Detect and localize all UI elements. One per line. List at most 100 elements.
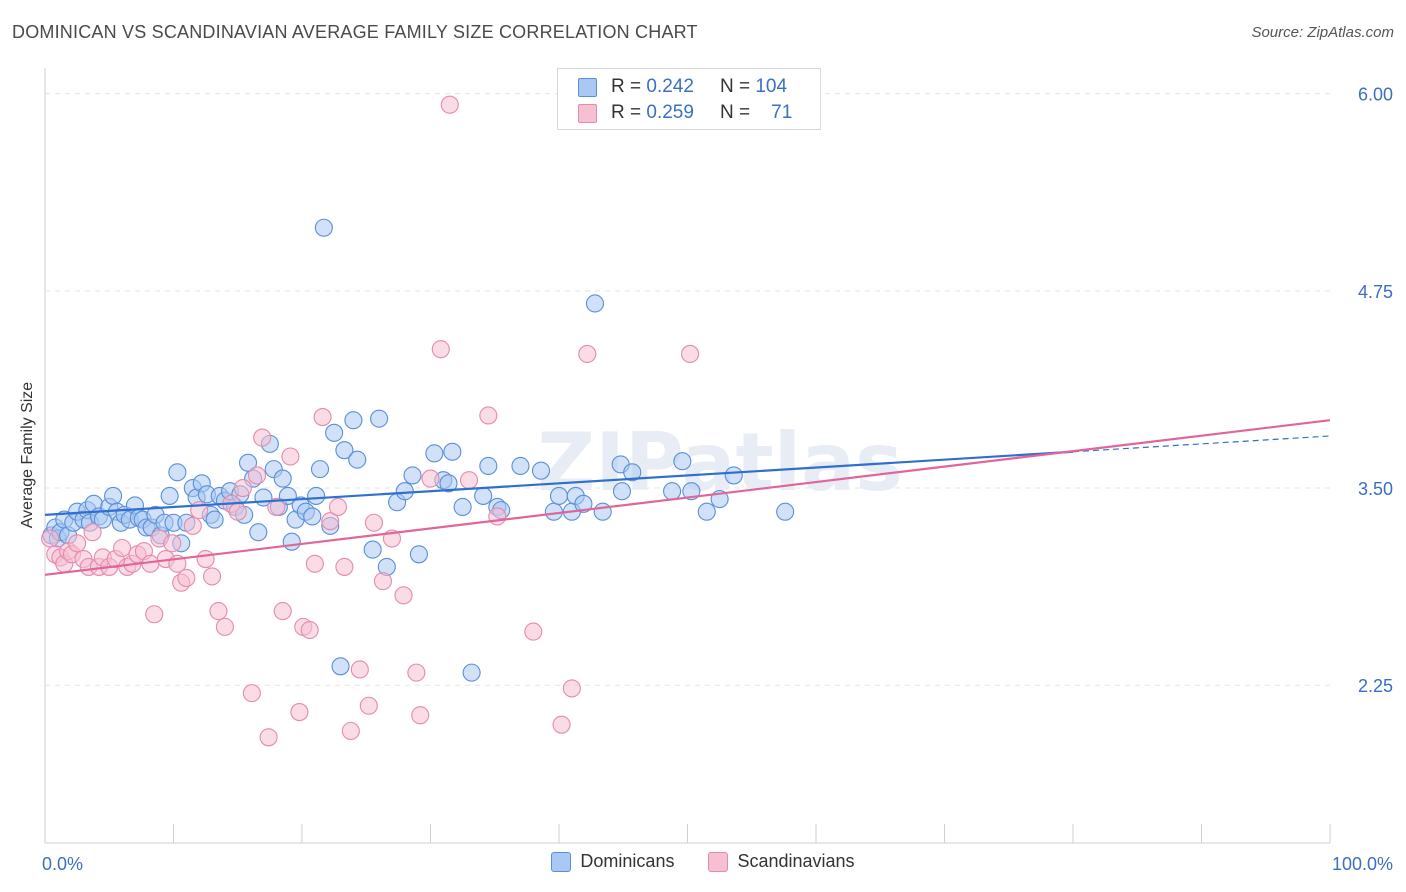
dominican-point <box>697 502 716 521</box>
scandinavian-point <box>290 703 309 722</box>
legend-item-dominicans[interactable]: Dominicans <box>551 851 674 872</box>
dominican-point <box>724 466 743 485</box>
scandinavian-point <box>228 502 247 521</box>
scandinavian-point <box>407 663 426 682</box>
scandinavian-point <box>247 466 267 485</box>
dominican-point <box>443 442 462 461</box>
scandinavian-point <box>459 471 479 490</box>
y-tick-label: 2.25 <box>1358 676 1393 696</box>
dominican-trend-line <box>44 450 1074 516</box>
dominican-point <box>623 463 642 482</box>
dominican-point <box>574 494 593 513</box>
dominican-point <box>453 497 472 517</box>
dominican-point <box>249 523 268 542</box>
chart-title: DOMINICAN VS SCANDINAVIAN AVERAGE FAMILY… <box>12 22 698 42</box>
dominican-point <box>331 657 350 676</box>
legend-swatch-scandinavians <box>708 851 729 872</box>
dominican-point <box>282 532 301 551</box>
x-tick-label: 0.0% <box>42 854 83 874</box>
legend-n-value: 71 <box>771 102 793 123</box>
y-tick-label: 6.00 <box>1358 85 1393 105</box>
y-tick-label: 3.50 <box>1358 479 1393 499</box>
scandinavian-point <box>562 679 581 698</box>
scandinavian-point <box>300 620 319 640</box>
scandinavian-point <box>281 447 300 466</box>
dominican-point <box>673 452 692 471</box>
scandinavian-trend-line <box>44 419 1331 576</box>
scandinavian-point <box>335 557 354 576</box>
correlation-legend: R = 0.242 N = 104 R = 0.259 N = 71 <box>557 68 821 130</box>
scandinavian-point <box>209 602 228 621</box>
dominican-point <box>168 463 187 482</box>
dominican-point <box>585 294 605 313</box>
scandinavian-point <box>273 602 292 621</box>
legend-swatch-blue <box>578 77 597 97</box>
scandinavian-point <box>259 728 278 747</box>
dominican-point <box>474 486 493 505</box>
dominican-point <box>310 460 330 479</box>
scandinavian-point <box>359 696 378 715</box>
dominican-point <box>348 450 367 469</box>
legend-row-scandinavians: R = 0.259 N = 71 <box>578 100 792 126</box>
legend-r-label: R = <box>611 102 642 123</box>
dominican-point <box>370 409 389 428</box>
dominican-point <box>462 663 481 682</box>
dominican-point <box>479 456 498 476</box>
scandinavian-point <box>421 469 440 488</box>
scandinavian-point <box>163 534 182 553</box>
scandinavian-point <box>233 479 252 498</box>
scandinavian-point <box>681 344 700 364</box>
legend-row-dominicans: R = 0.242 N = 104 <box>578 74 787 100</box>
dominican-point <box>344 411 363 430</box>
dominican-point <box>395 482 414 501</box>
scandinavian-point <box>41 529 60 548</box>
legend-label-dominicans: Dominicans <box>580 851 675 871</box>
scandinavian-point <box>394 586 413 605</box>
scandinavian-point <box>321 512 340 531</box>
legend-n-label: N = <box>719 76 751 97</box>
dominican-point <box>307 486 326 505</box>
scandinavian-point <box>267 497 286 517</box>
scandinavian-point <box>328 497 348 517</box>
scandinavian-point <box>305 554 324 573</box>
legend-n-label: N = <box>719 102 751 123</box>
dominican-point <box>160 486 179 505</box>
legend-swatch-dominicans <box>551 851 572 872</box>
dominican-point <box>325 423 344 442</box>
dominican-point <box>314 218 333 237</box>
scandinavian-point <box>373 572 393 591</box>
dominican-point <box>273 469 292 488</box>
dominican-point <box>409 545 428 564</box>
scandinavian-point <box>350 660 369 679</box>
dominican-point <box>593 502 612 521</box>
scandinavian-point <box>313 408 332 427</box>
y-tick-label: 4.75 <box>1358 282 1393 302</box>
source-label: Source: ZipAtlas.com <box>1251 24 1394 41</box>
dominican-point <box>511 456 530 476</box>
scandinavian-point <box>83 523 102 542</box>
scandinavian-point <box>488 507 507 526</box>
legend-label-scandinavians: Scandinavians <box>737 851 855 871</box>
scandinavian-point <box>177 568 196 588</box>
scandinavian-point <box>203 567 222 586</box>
scandinavian-point <box>578 344 597 364</box>
scandinavian-point <box>68 534 87 553</box>
dominican-trend-extension <box>1072 435 1331 453</box>
legend-r-value: 0.242 <box>646 76 694 97</box>
dominican-point <box>205 510 224 529</box>
scandinavian-point <box>411 706 430 725</box>
scandinavian-point <box>552 715 571 734</box>
legend-item-scandinavians[interactable]: Scandinavians <box>708 851 855 872</box>
dominican-point <box>104 486 123 505</box>
dominican-point <box>363 540 382 559</box>
scandinavian-point <box>524 622 543 641</box>
legend-r-value: 0.259 <box>646 102 694 123</box>
scandinavian-point <box>242 684 261 703</box>
dominican-point <box>776 502 795 521</box>
legend-swatch-pink <box>578 103 597 123</box>
dominican-point <box>439 474 458 493</box>
scandinavian-point <box>440 95 459 114</box>
dominican-point <box>303 507 322 526</box>
scandinavian-point <box>341 721 360 741</box>
